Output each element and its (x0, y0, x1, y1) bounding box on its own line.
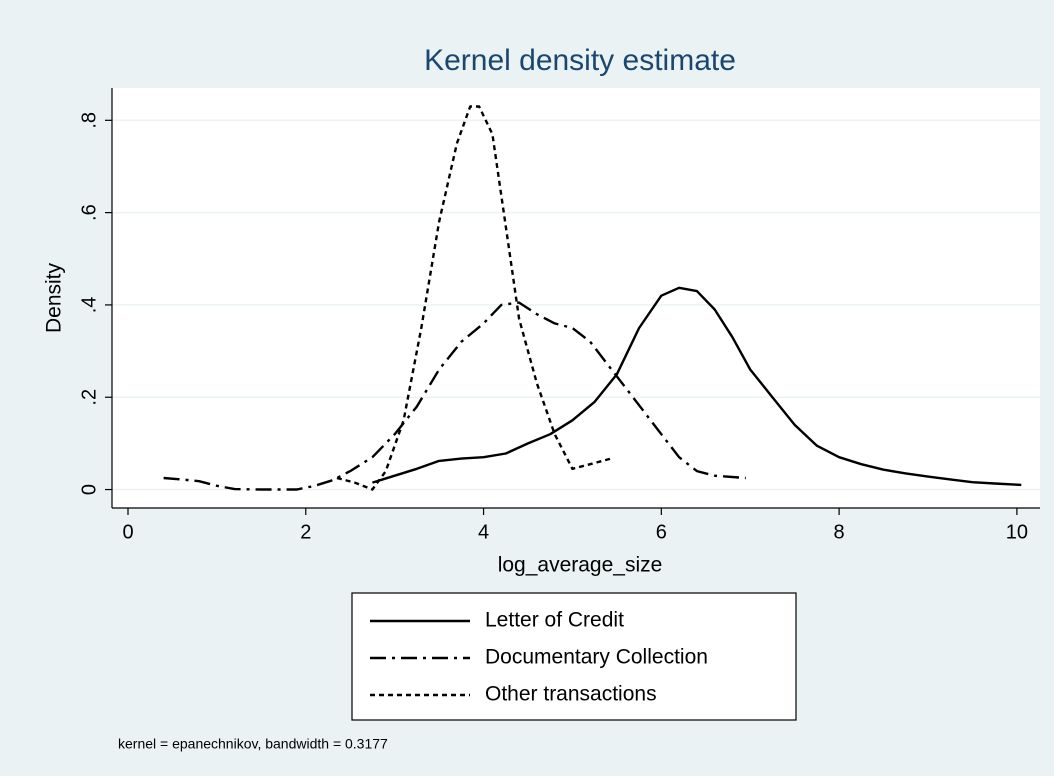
x-axis-label: log_average_size (498, 554, 663, 577)
y-tick-label: .4 (78, 297, 100, 314)
note: kernel = epanechnikov, bandwidth = 0.317… (118, 736, 388, 752)
y-axis-label: Density (43, 262, 66, 333)
x-tick-label: 0 (122, 521, 133, 543)
density-line (336, 105, 613, 491)
legend-label: Documentary Collection (485, 646, 708, 669)
y-tick-label: 0 (78, 484, 100, 495)
y-tick-label: .6 (78, 204, 100, 221)
y-tick-label: .2 (78, 389, 100, 406)
chart-title: Kernel density estimate (424, 44, 736, 77)
x-tick-label: 6 (656, 521, 667, 543)
plot-area (112, 88, 1040, 508)
x-tick-label: 10 (1006, 521, 1028, 543)
density-line (163, 301, 746, 491)
density-line (372, 286, 1022, 487)
legend-label: Other transactions (485, 683, 657, 706)
y-tick-label: .8 (78, 112, 100, 129)
x-tick-label: 2 (300, 521, 311, 543)
legend (351, 592, 797, 721)
x-tick-label: 4 (478, 521, 489, 543)
x-tick-label: 8 (834, 521, 845, 543)
legend-label: Letter of Credit (485, 609, 624, 632)
